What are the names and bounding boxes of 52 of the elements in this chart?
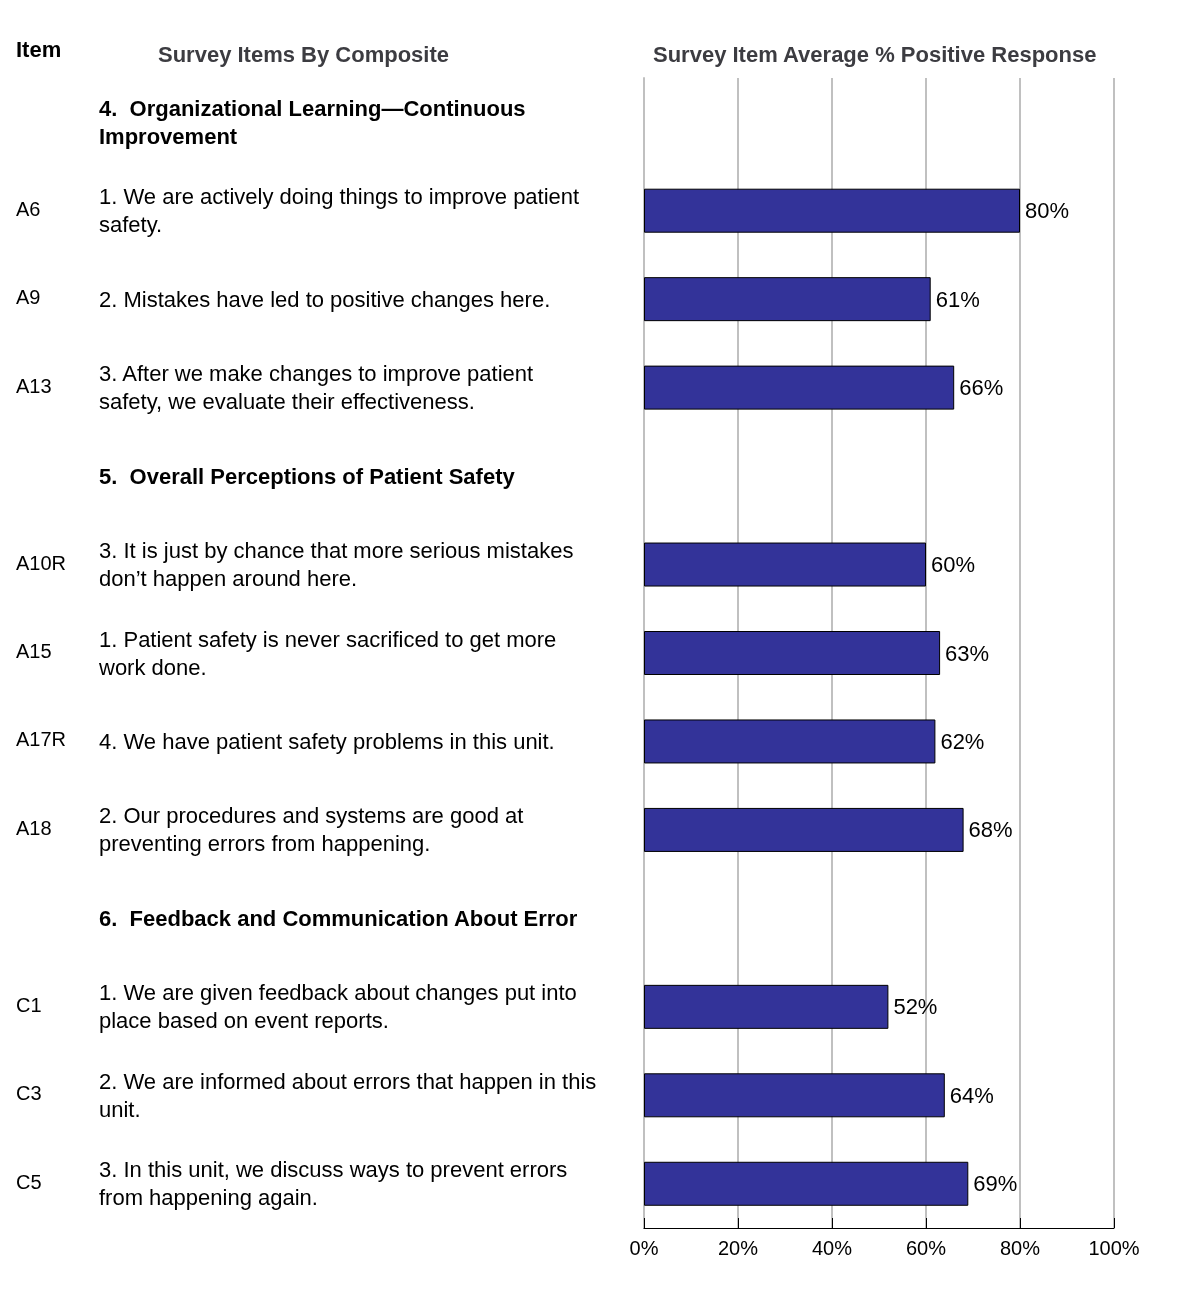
- text: A6: [16, 197, 41, 220]
- y-axis-title: Survey Items By Composite: [158, 41, 449, 67]
- bar: [644, 719, 936, 764]
- y-tick-label: 1. We are given feedback about changes put into place based on event reports.: [99, 980, 577, 1034]
- y-tick-label: 1. Patient safety is never sacrificed to get more work done.: [98, 626, 557, 680]
- y-tick-label: 5. Overall Perceptions of Patient Safety: [99, 463, 516, 489]
- data-label: 62%: [940, 728, 985, 754]
- x-tick-label: 80%: [999, 1237, 1041, 1259]
- text: A15: [16, 640, 52, 662]
- data-label: 61%: [935, 286, 980, 312]
- text: A18: [16, 816, 52, 839]
- text: C1: [16, 993, 42, 1016]
- y-tick-label: 2. Our procedures and systems are good at preventing errors from happening.: [99, 803, 524, 857]
- text: C3: [16, 1082, 42, 1105]
- bar: [644, 1073, 945, 1118]
- data-label: 52%: [893, 994, 938, 1020]
- y-tick-label: 1. We are actively doing things to improve patient safety.: [99, 184, 580, 238]
- data-label: 69%: [973, 1171, 1018, 1197]
- bar: [644, 365, 955, 410]
- data-label: 64%: [949, 1082, 994, 1108]
- data-label: 68%: [968, 817, 1013, 843]
- x-tick-label: 40%: [811, 1237, 853, 1259]
- x-tick-label: 100%: [1088, 1237, 1140, 1259]
- chart-title: Survey Item Average % Positive Response: [653, 41, 1097, 67]
- bar: [644, 188, 1020, 233]
- bar: [644, 542, 926, 587]
- text: C5: [16, 1170, 42, 1193]
- x-tick-label: 20%: [717, 1237, 759, 1259]
- x-tick-label: 60%: [905, 1237, 947, 1259]
- text: A10R: [16, 551, 67, 574]
- data-label: 80%: [1025, 198, 1070, 224]
- data-label: 63%: [945, 640, 990, 666]
- bar: [644, 984, 889, 1029]
- y-tick-label: 3. In this unit, we discuss ways to prevent errors from happening again.: [99, 1157, 568, 1211]
- data-label: 60%: [931, 552, 976, 578]
- y-tick-label: 3. It is just by chance that more serious mistakes don’t happen around here.: [99, 538, 574, 592]
- bar: [644, 277, 931, 322]
- y-tick-label: 4. Organizational Learning—Continuous Improvement: [99, 95, 526, 149]
- bar: [644, 1161, 969, 1206]
- y-tick-label: 4. We have patient safety problems in this unit.: [99, 728, 555, 754]
- y-tick-label: 3. After we make changes to improve patient safety, we evaluate their effectiveness.: [99, 361, 534, 415]
- y-tick-label: 2. Mistakes have led to positive changes here.: [99, 286, 551, 312]
- y-tick-label: 2. We are informed about errors that happen in this unit.: [99, 1068, 597, 1122]
- text: Item: [16, 36, 62, 62]
- bar: [644, 631, 941, 675]
- x-tick-label: 0%: [629, 1237, 659, 1259]
- y-tick-label: 6. Feedback and Communication About Error: [99, 905, 578, 931]
- bar: [644, 807, 964, 852]
- text: A9: [16, 286, 41, 309]
- text: A17R: [16, 728, 67, 751]
- data-label: 66%: [959, 375, 1004, 401]
- text: A13: [16, 374, 52, 397]
